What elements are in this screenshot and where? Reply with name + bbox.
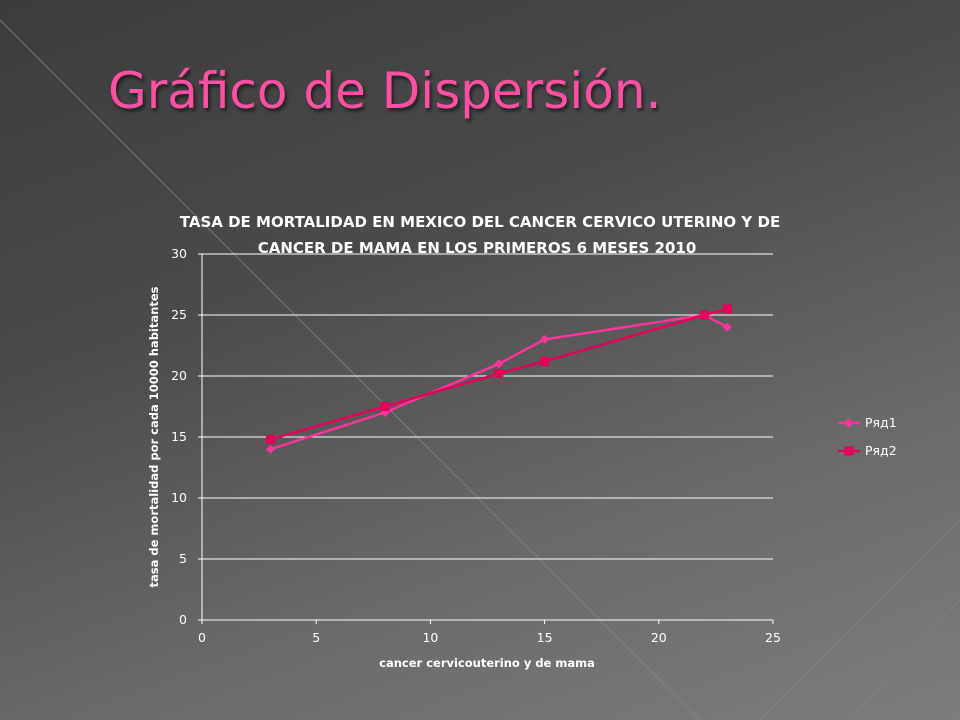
series-2-point (266, 434, 276, 444)
y-tick-label: 20 (171, 368, 187, 383)
legend-swatch-marker (844, 418, 854, 428)
series-2-point (722, 304, 732, 314)
series-1-point (722, 322, 732, 332)
legend-item-1: Ряд1 (838, 415, 897, 430)
y-axis-title: tasa de mortalidad por cada 10000 habita… (147, 286, 161, 587)
legend-item-2: Ряд2 (838, 443, 897, 458)
series-2-point (540, 356, 550, 366)
y-tick-label: 5 (179, 551, 187, 566)
x-tick-label: 20 (651, 630, 667, 645)
x-tick-label: 5 (312, 630, 320, 645)
y-tick-label: 25 (171, 307, 187, 322)
series-2-point (380, 402, 390, 411)
legend: Ряд1 Ряд2 (838, 415, 897, 458)
chart-title-line-2: CANCER DE MAMA EN LOS PRIMEROS 6 MESES 2… (258, 239, 697, 257)
x-axis-title: cancer cervicouterino y de mama (379, 656, 595, 670)
series-1-point (540, 334, 550, 344)
y-tick-label: 30 (171, 246, 187, 261)
y-tick-label: 0 (179, 612, 187, 627)
axes: 0 5 10 15 20 25 30 0 5 10 15 20 25 (171, 246, 781, 645)
chart-title-line-1: TASA DE MORTALIDAD EN MEXICO DEL CANCER … (180, 213, 780, 231)
x-tick-label: 0 (198, 630, 206, 645)
series-2-point (494, 369, 504, 379)
series-lines (266, 304, 732, 454)
slide-title: Gráfico de Dispersión. (108, 62, 662, 120)
legend-swatch-marker (844, 446, 854, 456)
legend-label: Ряд2 (865, 443, 897, 458)
series-1-point (494, 359, 504, 369)
y-tick-label: 10 (171, 490, 187, 505)
x-tick-label: 15 (537, 630, 553, 645)
series-1 (266, 310, 732, 454)
series-1-line (270, 313, 728, 451)
series-2-point (699, 310, 709, 320)
legend-label: Ряд1 (865, 415, 897, 430)
y-tick-label: 15 (171, 429, 187, 444)
x-tick-label: 10 (422, 630, 438, 645)
x-tick-label: 25 (765, 630, 781, 645)
series-2 (266, 304, 732, 444)
gridlines (202, 253, 773, 560)
series-1-point (266, 444, 276, 454)
